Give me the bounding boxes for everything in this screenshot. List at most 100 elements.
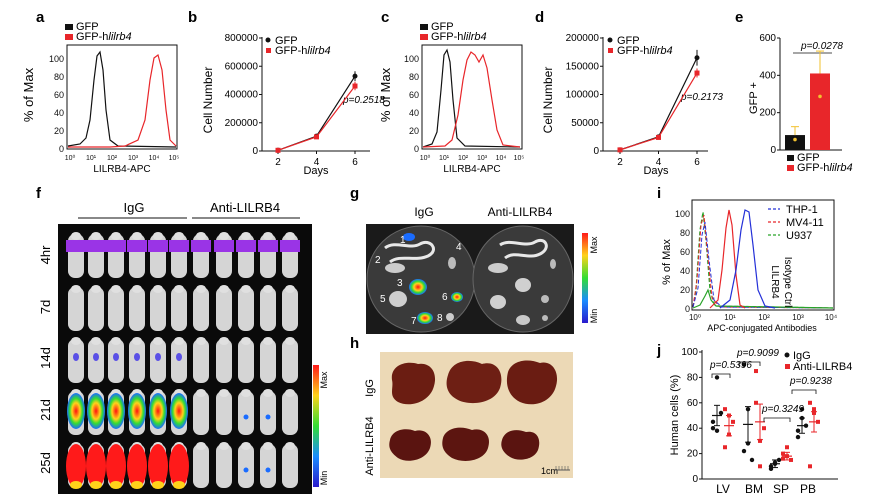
- x-ticks: 10⁰ 10¹ 10² 10³ 10⁴ 10⁵: [420, 154, 525, 162]
- histogram-isotype-thp-1: [692, 221, 834, 309]
- x-ticks: LV BM SP PB: [716, 482, 816, 496]
- legend-label-gfp: GFP: [797, 152, 820, 164]
- mouse-head: [285, 389, 295, 397]
- legend-swatch-gfp: [65, 24, 73, 30]
- panel-label-g: g: [350, 185, 359, 202]
- histogram-gfp: [67, 50, 177, 148]
- data-point: [781, 451, 785, 456]
- mouse-head: [263, 232, 273, 240]
- signal-area: [127, 444, 147, 488]
- mouse: [282, 391, 298, 435]
- organ: [516, 315, 530, 325]
- tick: 10²: [758, 313, 770, 322]
- mouse-head: [263, 389, 273, 397]
- data-point: [789, 457, 793, 462]
- y-tick-label: 600000: [225, 61, 259, 72]
- data-point: [352, 73, 358, 79]
- signal-area: [86, 444, 106, 488]
- group-label-igg: IgG: [414, 205, 433, 219]
- tick: 100: [49, 54, 64, 64]
- data-point: [754, 400, 758, 405]
- data-point: [758, 438, 762, 443]
- data-point: [812, 407, 816, 412]
- signal-spot: [93, 353, 99, 361]
- legend-label-anti-lilrb4: Anti-LILRB4: [793, 361, 852, 373]
- mouse-head: [196, 442, 206, 450]
- data-point: [808, 464, 812, 469]
- significance-bracket: [711, 373, 731, 378]
- mouse-head: [111, 232, 121, 240]
- plot-frame: [691, 199, 835, 311]
- tick: 10³: [477, 155, 488, 162]
- data-point: [710, 419, 716, 425]
- p-value: p=0.9099: [736, 348, 779, 359]
- mouse-head: [174, 285, 184, 293]
- mouse-head: [174, 337, 184, 345]
- mouse: [216, 444, 232, 488]
- y-axis-label: % of Max: [21, 67, 36, 122]
- panel-c: c GFP GFP-hlilrb4 % of Max 0 20 40 60 80…: [378, 9, 524, 175]
- x-axis-label: LILRB4-APC: [93, 164, 150, 175]
- panel-b: b Cell Number 0200000400000600000800000 …: [188, 9, 385, 177]
- mouse: [260, 391, 276, 435]
- y-tick-label: 0: [593, 146, 599, 157]
- y-axis-label: % of Max: [661, 239, 673, 285]
- organ: [488, 263, 508, 273]
- data-point: [718, 410, 724, 416]
- signal-area: [128, 393, 146, 429]
- mouse: [216, 391, 232, 435]
- timepoint-25d: 25d: [38, 452, 53, 474]
- group-label-anti-lilrb4: Anti-LILRB4: [210, 200, 280, 215]
- panel-label-b: b: [188, 9, 197, 26]
- mouse-head: [91, 285, 101, 293]
- legend-label-u937: U937: [786, 230, 812, 242]
- organ-numbers: 1 2 3 4 5 6 7 8: [375, 235, 462, 327]
- tick: 40: [409, 108, 419, 118]
- panel-label-d: d: [535, 9, 544, 26]
- histogram-gfp: [422, 48, 521, 148]
- bar-plot: [785, 50, 830, 150]
- organ: [490, 295, 506, 309]
- tick: 0: [685, 304, 690, 314]
- plot-frame: [66, 44, 178, 150]
- y-ticks: 0 200000 400000 600000 800000: [225, 33, 262, 157]
- panel-g: g IgG Anti-LILRB4 1 2 3 4 5 6 7 8: [350, 185, 599, 334]
- data-point: [758, 464, 762, 469]
- mouse-head: [196, 285, 206, 293]
- signal-area: [148, 444, 168, 488]
- mouse: [150, 287, 166, 331]
- data-point: [694, 70, 700, 76]
- y-axis-label: GFP +: [748, 82, 760, 114]
- tick: 80: [54, 72, 64, 82]
- mouse-head: [285, 285, 295, 293]
- significance-bracket: [791, 389, 817, 394]
- timepoint-7d: 7d: [38, 300, 53, 314]
- tick: 10⁵: [169, 155, 180, 162]
- mouse-head: [285, 232, 295, 240]
- data-point: [754, 369, 758, 374]
- liver-anti-3: [501, 430, 540, 460]
- y-ticks: 0 20 40 60 80 100: [49, 54, 64, 154]
- liver-igg-2: [446, 360, 502, 404]
- signal-spot: [243, 414, 249, 420]
- mouse-head: [71, 337, 81, 345]
- p-value: p=0.5396: [709, 360, 752, 371]
- tick: 10¹: [724, 313, 736, 322]
- mouse-head: [132, 337, 142, 345]
- mouse: [108, 287, 124, 331]
- histogram-lilrb4-mv4-11: [709, 209, 746, 309]
- x-tick-label: PB: [800, 482, 816, 496]
- tick: 100: [675, 209, 690, 219]
- tick: 0: [414, 144, 419, 154]
- mouse-head: [153, 232, 163, 240]
- tick: 40: [54, 108, 64, 118]
- tick: 10³: [128, 155, 139, 162]
- panel-h: h IgG Anti-LILRB4 1cm: [350, 335, 573, 478]
- signal-band: [236, 240, 256, 252]
- data-point: [776, 457, 782, 463]
- x-tick-label: 2: [275, 157, 281, 168]
- y-tick-label: 400000: [225, 90, 259, 101]
- data-point: [714, 375, 720, 380]
- panel-label-a: a: [36, 9, 45, 26]
- signal-area: [106, 444, 126, 488]
